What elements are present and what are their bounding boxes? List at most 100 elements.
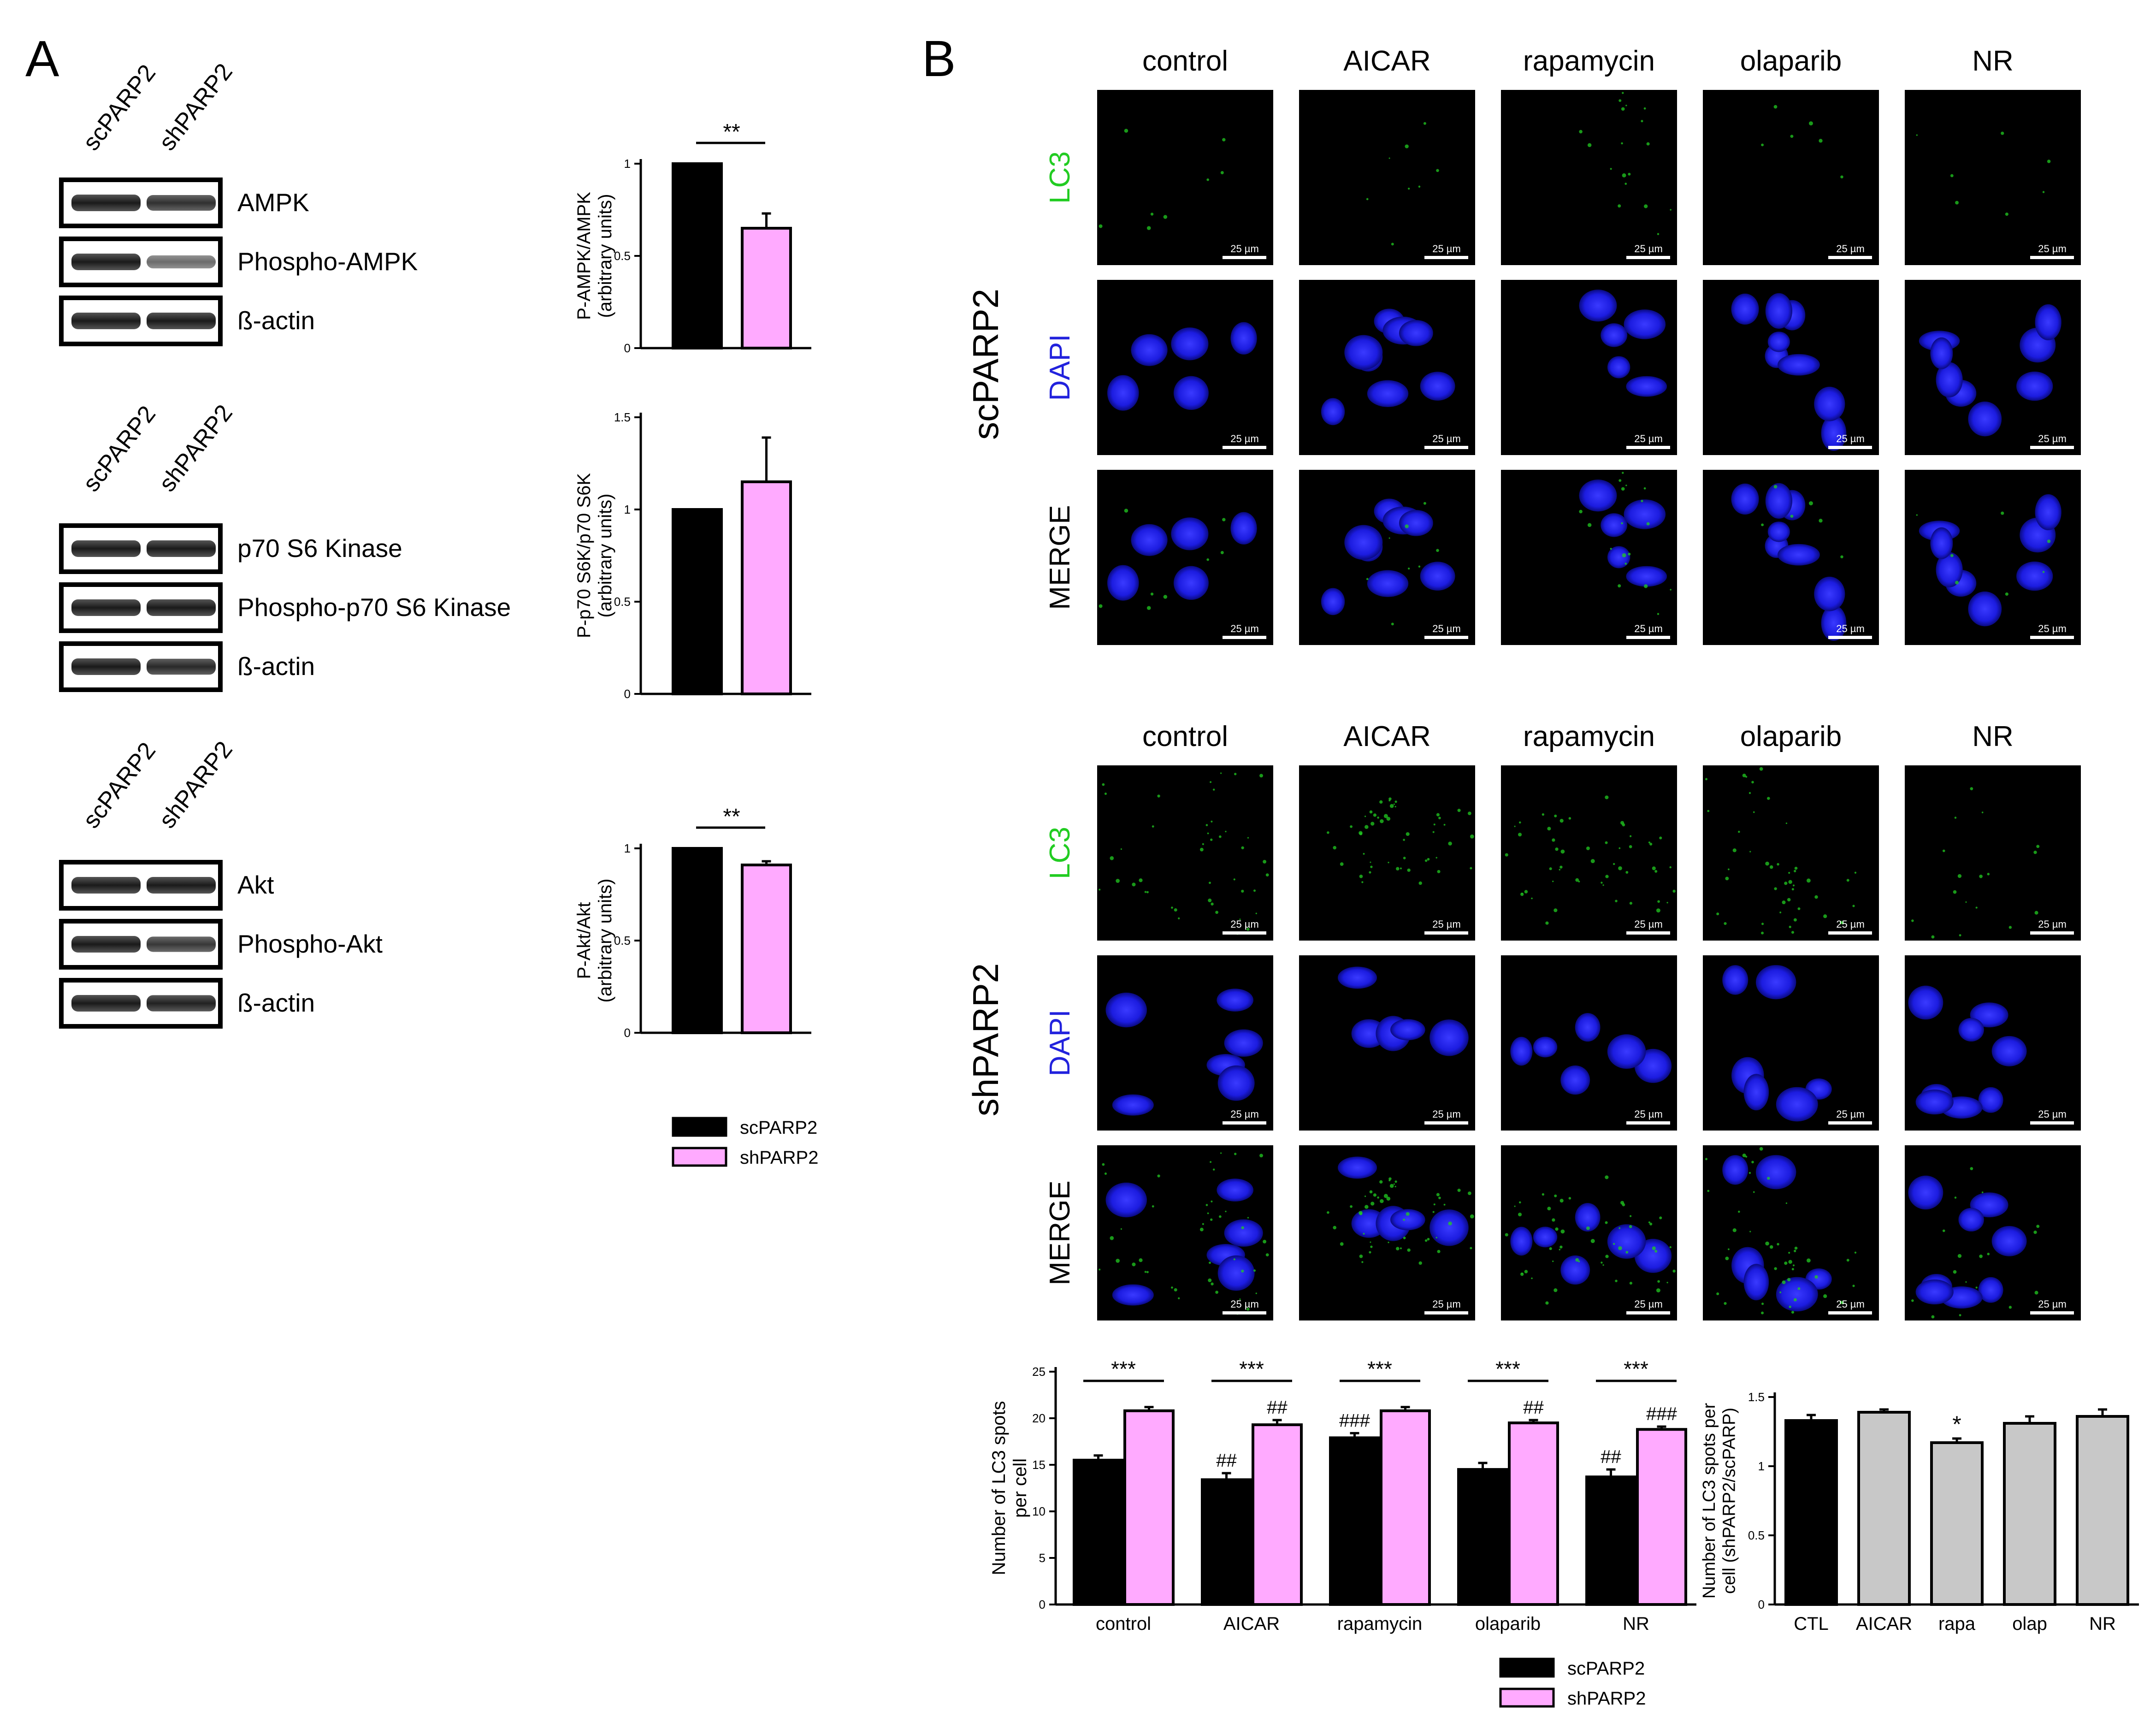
scale-bar-label: 25 µm bbox=[1836, 243, 1865, 255]
lc3-spot bbox=[1549, 1247, 1552, 1250]
micrograph-lc3: 25 µm bbox=[1905, 90, 2081, 265]
lc3-spot bbox=[1120, 848, 1122, 850]
lc3-spot bbox=[1436, 169, 1439, 172]
lc3-spot bbox=[1407, 868, 1411, 872]
scale-bar bbox=[1424, 1311, 1468, 1314]
micrograph-dapi: 25 µm bbox=[1299, 955, 1475, 1131]
lc3-spot bbox=[1206, 558, 1209, 561]
lc3-spot bbox=[1785, 1202, 1788, 1204]
lc3-spot bbox=[1555, 847, 1559, 851]
lc3-spot bbox=[1514, 825, 1516, 827]
lc3-spot bbox=[1241, 846, 1244, 849]
lc3-spot bbox=[1605, 795, 1609, 799]
legend-swatch bbox=[672, 1147, 727, 1167]
micrograph-bg bbox=[1905, 90, 2081, 265]
lc3-spot bbox=[1542, 813, 1545, 816]
legend-panel-a: scPARP2 shPARP2 bbox=[672, 1117, 818, 1168]
lc3-spot bbox=[1620, 1201, 1624, 1205]
lc3-spot bbox=[1586, 1226, 1590, 1230]
lc3-spot bbox=[1784, 1261, 1788, 1265]
lc3-spot bbox=[1470, 1214, 1474, 1219]
lc3-spot bbox=[1406, 1212, 1410, 1216]
micrograph-merge: 25 µm bbox=[1703, 1145, 1879, 1320]
y-tick-label: 1 bbox=[624, 503, 631, 516]
lc3-spot bbox=[1518, 821, 1521, 824]
lane-label: scPARP2 bbox=[78, 401, 161, 497]
lc3-spot bbox=[1099, 224, 1103, 228]
lc3-spot bbox=[1846, 1259, 1849, 1262]
nucleus bbox=[1624, 309, 1666, 339]
bar-ratio bbox=[1857, 1411, 1911, 1606]
y-tick-label: 1 bbox=[1758, 1459, 1765, 1473]
y-axis-label: (arbitrary units) bbox=[595, 194, 615, 318]
lc3-spot bbox=[1649, 842, 1653, 846]
nucleus bbox=[1722, 965, 1748, 995]
nucleus bbox=[1767, 332, 1790, 352]
lc3-spot bbox=[1846, 879, 1849, 882]
lc3-spot bbox=[1970, 787, 1973, 790]
lc3-spot bbox=[1207, 832, 1209, 835]
lc3-spot bbox=[1433, 1203, 1435, 1206]
lc3-spot bbox=[1542, 1193, 1545, 1196]
lc3-spot bbox=[1965, 1281, 1967, 1283]
lc3-spot bbox=[1246, 928, 1250, 931]
nucleus bbox=[1533, 1226, 1558, 1248]
lc3-spot bbox=[1641, 120, 1643, 123]
lc3-spot bbox=[1738, 1210, 1740, 1213]
lc3-spot bbox=[1823, 914, 1827, 918]
channel-label: DAPI bbox=[1044, 334, 1076, 401]
lc3-spot bbox=[1174, 908, 1177, 912]
scale-bar bbox=[1828, 446, 1872, 449]
nucleus bbox=[1814, 576, 1845, 611]
lc3-spot bbox=[1139, 1258, 1143, 1262]
scale-bar bbox=[1828, 931, 1872, 935]
lc3-spot bbox=[2034, 1291, 2038, 1295]
lc3-spot bbox=[1792, 884, 1795, 887]
scale-bar-label: 25 µm bbox=[1230, 1108, 1259, 1120]
lc3-spot bbox=[1467, 811, 1471, 815]
nucleus bbox=[1731, 293, 1759, 325]
scale-bar bbox=[1424, 256, 1468, 259]
nucleus bbox=[1338, 966, 1377, 989]
lc3-spot bbox=[1099, 1268, 1101, 1271]
nucleus bbox=[1607, 546, 1630, 568]
scale-bar bbox=[1626, 446, 1670, 449]
lc3-spot bbox=[1206, 178, 1209, 181]
lc3-spot bbox=[1370, 1202, 1375, 1206]
lc3-spot bbox=[1405, 524, 1409, 528]
scale-bar-label: 25 µm bbox=[1432, 1108, 1461, 1120]
lc3-spot bbox=[1239, 918, 1241, 920]
lc3-spot bbox=[1403, 857, 1406, 859]
lc3-spot bbox=[1644, 584, 1648, 588]
lc3-spot bbox=[1102, 1163, 1105, 1166]
lc3-spot bbox=[1765, 1241, 1769, 1246]
lc3-spot bbox=[1742, 773, 1746, 777]
blot-strip bbox=[59, 978, 223, 1029]
lc3-spot bbox=[1457, 809, 1461, 812]
lc3-spot bbox=[1767, 1177, 1770, 1180]
nucleus bbox=[1173, 376, 1209, 410]
lc3-spot bbox=[1911, 1299, 1914, 1302]
blot-band bbox=[147, 936, 216, 952]
y-tick-label: 20 bbox=[1032, 1411, 1046, 1425]
nucleus bbox=[1105, 992, 1147, 1028]
lc3-spot bbox=[1560, 1229, 1565, 1234]
lc3-spot bbox=[1144, 891, 1147, 893]
lc3-spot bbox=[1652, 1246, 1656, 1250]
condition-label: rapamycin bbox=[1523, 45, 1655, 77]
lc3-spot bbox=[1424, 859, 1428, 862]
lc3-spot bbox=[1340, 862, 1344, 866]
scale-bar-label: 25 µm bbox=[1634, 243, 1663, 255]
lc3-spot bbox=[1749, 1231, 1751, 1232]
lc3-spot bbox=[1259, 774, 1263, 778]
lc3-spot bbox=[1605, 875, 1609, 878]
lc3-spot bbox=[1102, 783, 1105, 786]
lc3-spot bbox=[1716, 1292, 1719, 1296]
legend-label: shPARP2 bbox=[740, 1148, 818, 1168]
lc3-spot bbox=[1732, 848, 1737, 853]
lc3-spot bbox=[1761, 1303, 1764, 1305]
lc3-spot bbox=[1777, 863, 1779, 866]
lc3-spot bbox=[1222, 518, 1226, 521]
lc3-spot bbox=[1120, 1228, 1122, 1230]
